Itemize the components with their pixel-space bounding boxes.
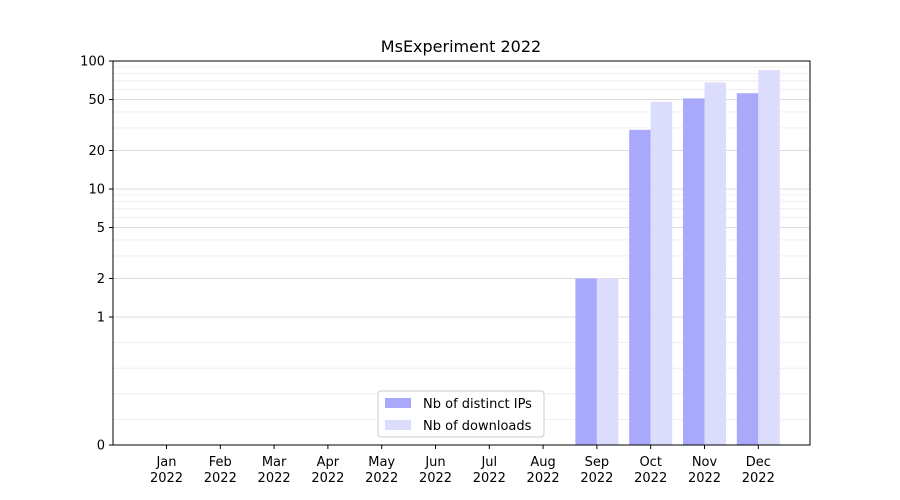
bar-distinct-ips [629,129,651,445]
x-tick-label-year: 2022 [742,471,775,486]
bar-downloads [758,70,780,446]
x-tick-label-month: Jul [480,455,497,470]
y-tick-label: 2 [97,272,105,287]
x-tick-label-year: 2022 [527,471,560,486]
x-tick-label-month: Sep [585,455,610,470]
bar-distinct-ips [683,98,705,445]
x-tick-label-month: Nov [692,455,718,470]
chart-title: MsExperiment 2022 [381,37,541,56]
x-tick-label-year: 2022 [311,471,344,486]
x-tick-label-year: 2022 [258,471,291,486]
x-tick-label-month: Oct [639,455,661,470]
x-tick-label-year: 2022 [150,471,183,486]
x-tick-label-month: Jun [424,455,445,470]
bar-downloads [650,101,673,446]
y-tick-label: 50 [88,93,105,108]
y-axis: 0 1 2 5 10 20 50 100 [80,55,113,454]
bar-downloads [704,82,726,446]
bar-downloads [596,278,619,445]
x-tick-label-month: Mar [262,455,287,470]
x-tick-label-year: 2022 [419,471,452,486]
x-tick-label-year: 2022 [365,471,398,486]
x-tick-label-year: 2022 [634,471,667,486]
bar-distinct-ips [736,93,759,445]
x-tick-label-year: 2022 [473,471,506,486]
x-tick-label-month: Feb [209,455,232,470]
bars [575,70,780,446]
plot-frame [112,60,811,446]
legend-swatch-downloads [385,420,411,430]
x-tick-label-year: 2022 [580,471,613,486]
legend-swatch-ips [385,398,411,408]
x-tick-label-month: Dec [746,455,771,470]
y-tick-label: 0 [97,439,105,454]
x-tick-label-year: 2022 [688,471,721,486]
y-tick-label: 10 [88,183,105,198]
legend-label-ips: Nb of distinct IPs [423,397,532,412]
x-tick-label-year: 2022 [204,471,237,486]
x-tick-label-month: Aug [530,455,555,470]
y-tick-label: 20 [88,144,105,159]
y-tick-label: 100 [80,55,105,70]
legend: Nb of distinct IPs Nb of downloads [377,390,545,438]
x-tick-label-month: May [368,455,395,470]
legend-label-downloads: Nb of downloads [423,419,532,434]
legend-box [377,390,545,438]
x-axis: Jan2022Feb2022Mar2022Apr2022May2022Jun20… [150,445,775,486]
y-tick-label: 1 [97,311,105,326]
x-tick-label-month: Apr [317,455,340,470]
y-tick-label: 5 [97,221,105,236]
x-tick-label-month: Jan [155,455,176,470]
bar-distinct-ips [575,278,597,445]
